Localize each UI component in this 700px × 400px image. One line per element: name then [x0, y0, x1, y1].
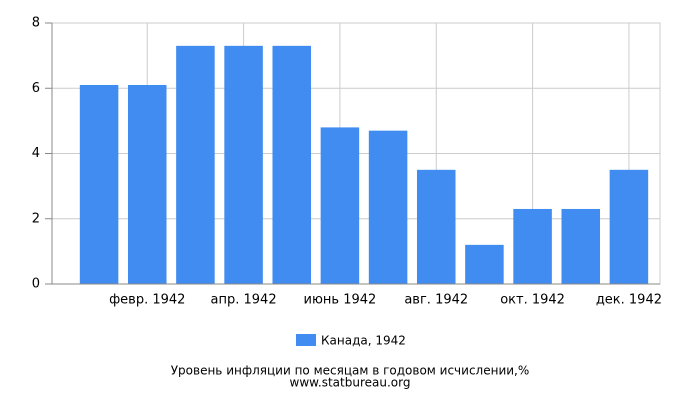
source: www.statbureau.org: [290, 376, 411, 390]
x-tick-label: апр. 1942: [211, 293, 277, 308]
x-tick-label: дек. 1942: [596, 293, 662, 308]
x-tick-label: авг. 1942: [404, 293, 468, 308]
bar: [320, 127, 360, 285]
bar: [224, 45, 263, 285]
y-tick-label: 4: [32, 146, 40, 161]
bar: [513, 208, 552, 284]
bar: [127, 84, 167, 284]
x-tick-label: окт. 1942: [500, 293, 565, 308]
bar: [465, 244, 504, 284]
bar: [176, 45, 215, 285]
x-tick-label: февр. 1942: [109, 293, 185, 308]
legend-label: Канада, 1942: [321, 334, 406, 348]
bar: [79, 84, 119, 284]
x-tick-label: июнь 1942: [304, 293, 377, 308]
bar: [561, 208, 601, 284]
chart-title: Уровень инфляции по месяцам в годовом ис…: [171, 364, 530, 378]
y-tick-label: 0: [32, 277, 40, 292]
bar: [272, 45, 312, 285]
bar: [609, 169, 649, 284]
legend-swatch: [296, 334, 316, 346]
y-tick-label: 8: [32, 16, 40, 31]
y-tick-label: 2: [32, 211, 40, 226]
y-tick-label: 6: [32, 81, 40, 96]
bar: [368, 130, 408, 284]
bar: [416, 169, 456, 284]
